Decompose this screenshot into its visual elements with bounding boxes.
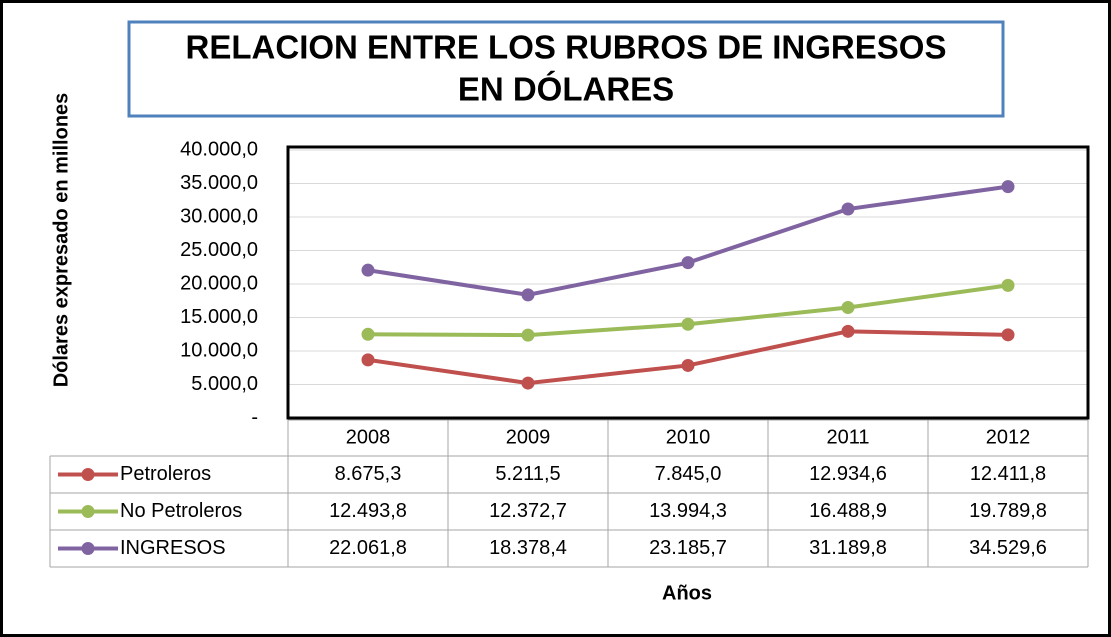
table-value: 34.529,6 [969, 537, 1047, 559]
table-value: 12.411,8 [970, 463, 1046, 485]
y-axis-label: Dólares expresado en millones [50, 93, 72, 388]
legend-label: No Petroleros [120, 500, 242, 522]
plot-border [286, 145, 1090, 420]
table-value: 19.789,8 [969, 500, 1047, 522]
table-value: 8.675,3 [335, 463, 402, 485]
y-tick-label: 30.000,0 [180, 205, 258, 227]
table-value: 7.845,0 [655, 463, 722, 485]
data-point [681, 358, 695, 372]
data-point [361, 263, 375, 277]
y-tick-label: 40.000,0 [180, 138, 258, 160]
table-value: 23.185,7 [649, 537, 727, 559]
y-tick-label: - [251, 406, 258, 428]
data-point [681, 317, 695, 331]
data-point [1001, 180, 1015, 194]
data-point [521, 376, 535, 390]
table-value: 12.934,6 [809, 463, 887, 485]
chart-title: EN DÓLARES [458, 71, 674, 108]
data-point [841, 202, 855, 216]
x-tick-label: 2012 [986, 426, 1031, 448]
data-point [521, 328, 535, 342]
y-tick-label: 15.000,0 [180, 306, 258, 328]
x-tick-label: 2009 [506, 426, 551, 448]
x-tick-label: 2010 [666, 426, 711, 448]
data-point [841, 301, 855, 315]
legend-marker [81, 468, 95, 481]
y-tick-label: 5.000,0 [191, 373, 258, 395]
x-tick-label: 2011 [826, 426, 869, 448]
legend-label: INGRESOS [120, 537, 226, 559]
table-value: 31.189,8 [809, 537, 887, 559]
legend-marker [81, 505, 95, 518]
y-tick-label: 25.000,0 [180, 239, 258, 261]
x-axis-label: Años [662, 582, 712, 604]
y-tick-label: 10.000,0 [180, 339, 258, 361]
legend-marker [81, 542, 95, 555]
data-point [1001, 278, 1015, 292]
data-point [681, 256, 695, 270]
data-point [521, 288, 535, 302]
table-value: 12.493,8 [329, 500, 407, 522]
data-point [361, 327, 375, 341]
table-value: 22.061,8 [329, 537, 407, 559]
y-tick-label: 20.000,0 [180, 272, 258, 294]
chart-title: RELACION ENTRE LOS RUBROS DE INGRESOS [186, 29, 947, 66]
table-value: 5.211,5 [495, 463, 560, 485]
data-point [361, 353, 375, 367]
data-point [1001, 328, 1015, 342]
y-tick-label: 35.000,0 [180, 172, 258, 194]
table-value: 13.994,3 [649, 500, 727, 522]
table-value: 12.372,7 [489, 500, 567, 522]
table-value: 18.378,4 [489, 537, 567, 559]
table-value: 16.488,9 [809, 500, 887, 522]
title-box [127, 20, 1005, 118]
x-tick-label: 2008 [346, 426, 391, 448]
data-point [841, 324, 855, 338]
legend-label: Petroleros [120, 463, 211, 485]
